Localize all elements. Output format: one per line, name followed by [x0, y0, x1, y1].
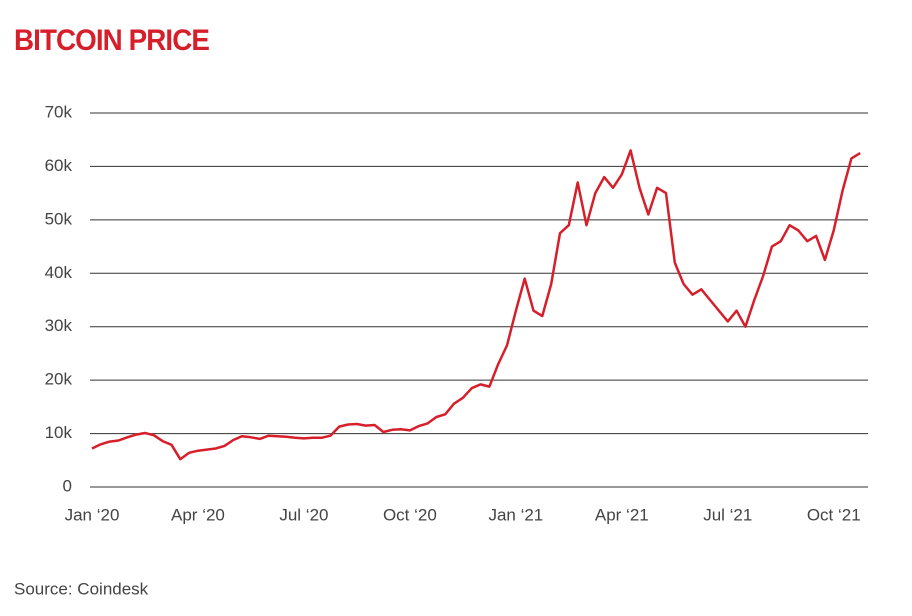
y-tick-label: 20k: [45, 370, 73, 389]
source-note: Source: Coindesk: [14, 579, 149, 598]
y-tick-label: 10k: [45, 423, 73, 442]
y-tick-label: 50k: [45, 209, 73, 228]
x-tick-label: Jan ‘20: [65, 505, 120, 524]
x-tick-label: Jan ‘21: [488, 505, 543, 524]
y-tick-label: 70k: [45, 102, 73, 121]
y-tick-label: 40k: [45, 263, 73, 282]
x-tick-label: Oct ‘20: [383, 505, 437, 524]
price-line: [91, 149, 861, 461]
y-tick-label: 0: [63, 476, 72, 495]
y-tick-label: 30k: [45, 316, 73, 335]
x-tick-label: Jul ‘20: [279, 505, 328, 524]
x-tick-label: Oct ‘21: [807, 505, 861, 524]
chart-title: BITCOIN PRICE: [14, 24, 209, 57]
x-tick-label: Apr ‘20: [171, 505, 225, 524]
x-tick-label: Apr ‘21: [595, 505, 649, 524]
x-tick-label: Jul ‘21: [703, 505, 752, 524]
y-tick-label: 60k: [45, 156, 73, 175]
